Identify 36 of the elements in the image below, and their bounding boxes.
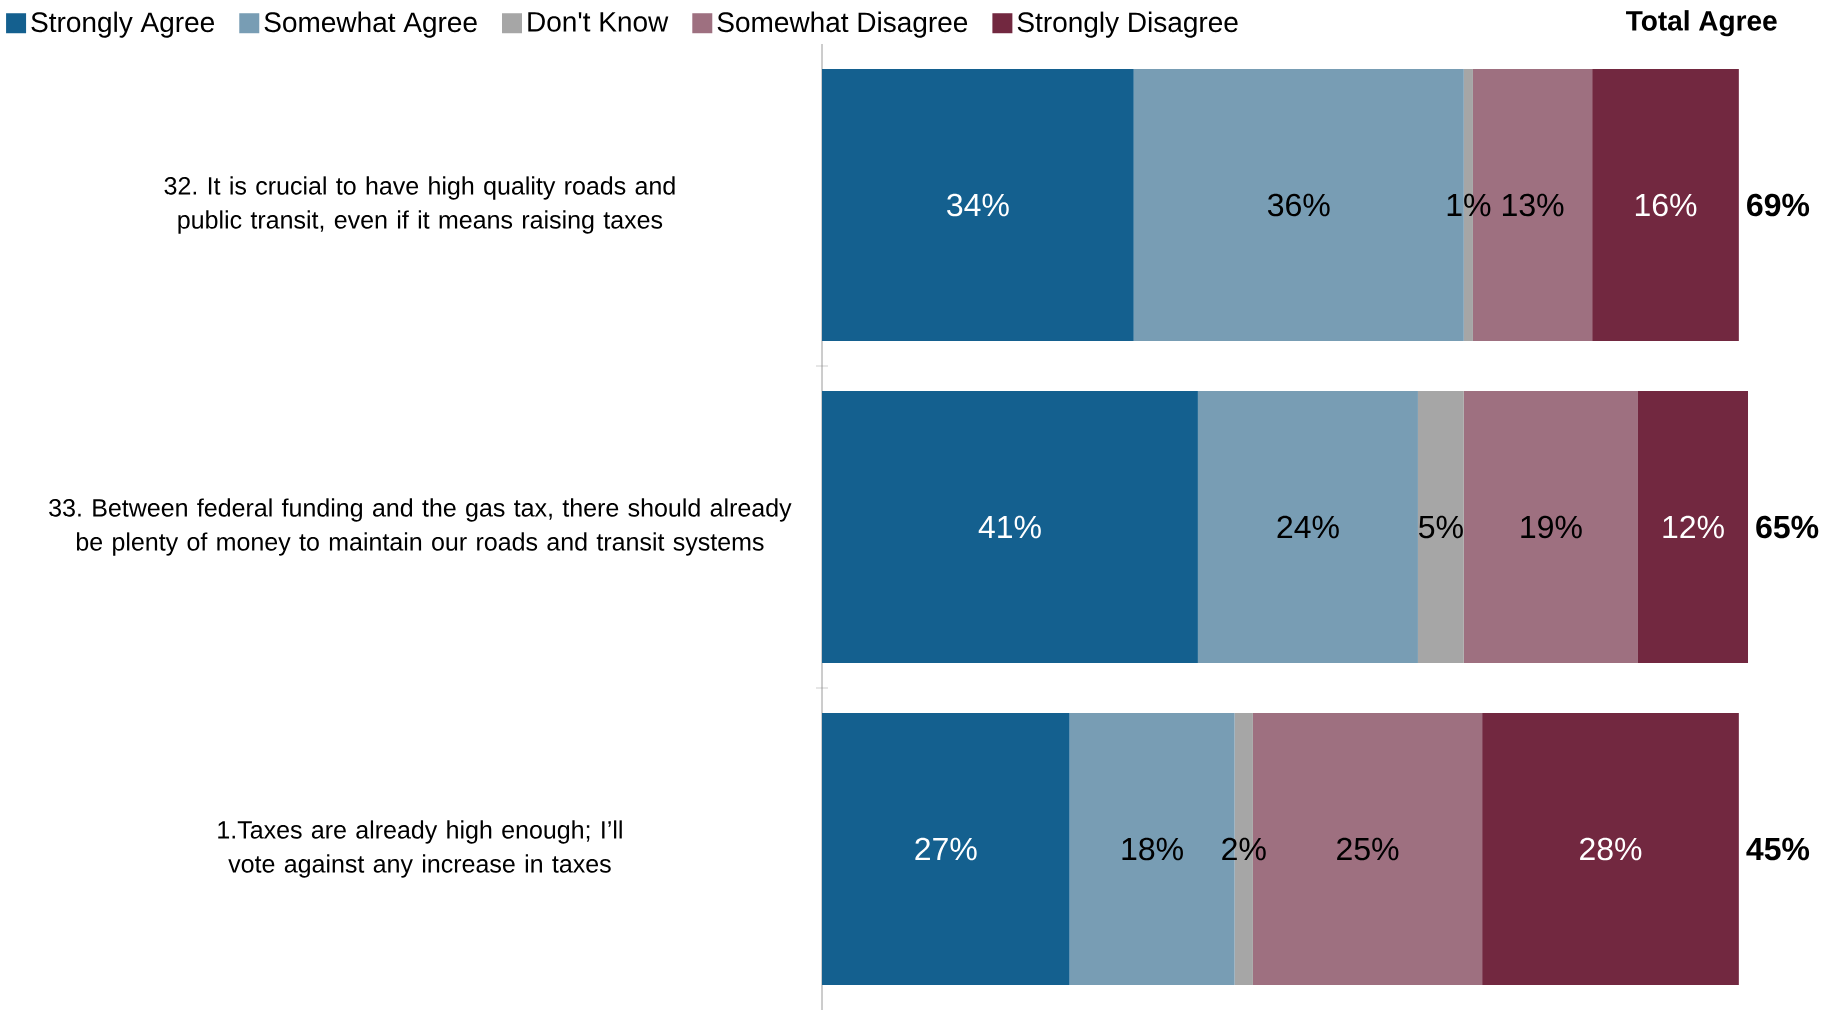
data-label: 25% (1337, 837, 1399, 861)
bar (1417, 391, 1464, 664)
y-tick-label: 1.Taxes are already high enough; I’ll vote against any increase in taxes (218, 820, 622, 878)
text: Total Agree (1626, 10, 1777, 37)
data-label: 28% (1580, 837, 1642, 861)
legend-label: Somewhat Agree (264, 11, 477, 38)
data-label: 41% (978, 515, 1041, 539)
data-label: 13% (1502, 193, 1564, 217)
text: 65% (1756, 515, 1819, 539)
bar (822, 713, 1070, 986)
y-tick-label: 32. It is crucial to have high quality roads and public transit, even if it means raising taxes (164, 176, 675, 234)
data-label: 34% (947, 193, 1009, 217)
data-label: 18% (1122, 837, 1183, 861)
legend-label: Strongly Disagree (1017, 11, 1238, 38)
legend-label: Somewhat Disagree (717, 11, 968, 38)
data-label: 5% (1419, 515, 1463, 539)
data-label: 36% (1267, 193, 1330, 217)
data-label: 1% (1447, 193, 1491, 217)
annotation: 69% (1747, 193, 1810, 217)
bar (1463, 391, 1638, 664)
legend-label: Strongly Agree (31, 11, 214, 38)
annotation: 45% (1746, 837, 1810, 861)
data-label: 27% (915, 837, 977, 861)
data-label: 24% (1277, 515, 1339, 539)
legend-label: Don't Know (528, 12, 669, 32)
data-label: 12% (1663, 515, 1724, 539)
data-label: 19% (1521, 515, 1582, 539)
bar (1592, 69, 1739, 342)
bar (822, 391, 1198, 664)
bar (822, 69, 1134, 342)
data-label: 16% (1635, 193, 1697, 217)
bar (1637, 391, 1749, 664)
bar (1482, 713, 1739, 986)
y-tick-label: 33. Between federal funding and the gas tax, there should already be plenty of money to maintain our roads and transit systems (49, 498, 792, 556)
bar (1197, 391, 1418, 664)
data-label: 2% (1222, 837, 1266, 861)
